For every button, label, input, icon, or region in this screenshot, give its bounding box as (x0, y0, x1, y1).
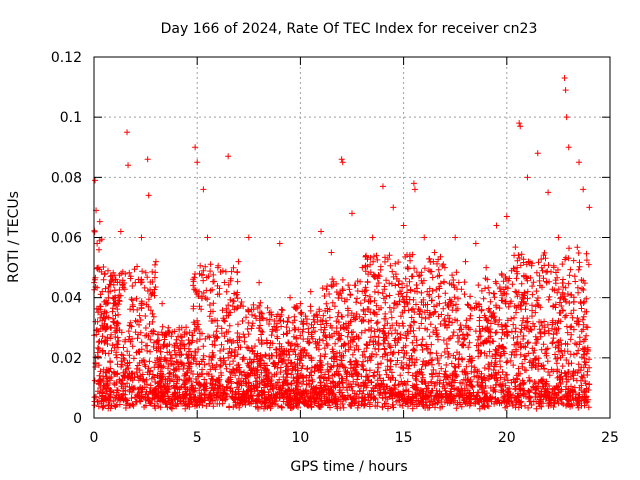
data-point (400, 222, 407, 229)
data-point (411, 186, 418, 193)
data-point (390, 204, 397, 211)
y-tick-label: 0.06 (51, 231, 82, 247)
data-point (111, 294, 118, 301)
x-axis-label: GPS time / hours (290, 459, 407, 475)
y-tick-label: 0.02 (51, 351, 82, 367)
data-point (256, 279, 263, 286)
data-point (472, 240, 479, 247)
data-point (124, 129, 131, 136)
data-point (421, 234, 428, 241)
data-point (452, 234, 459, 241)
data-point (534, 150, 541, 157)
data-point (441, 264, 448, 271)
data-point (144, 156, 151, 163)
data-point (92, 177, 99, 184)
data-point (503, 213, 510, 220)
y-tick-label: 0 (73, 411, 82, 427)
data-point (287, 294, 294, 301)
y-tick-label: 0.04 (51, 291, 82, 307)
x-tick-label: 15 (395, 430, 413, 446)
data-point (297, 300, 304, 307)
data-point (183, 330, 190, 337)
data-point (349, 210, 355, 217)
data-point (563, 114, 570, 121)
data-point (586, 204, 593, 211)
y-axis-label: ROTI / TECUs (6, 191, 22, 283)
data-point (276, 240, 283, 247)
data-point (483, 264, 490, 271)
data-point (555, 234, 562, 241)
x-tick-label: 20 (498, 430, 516, 446)
axis-ticks: 0 5 10 15 20 25 0 0.02 0.04 0.06 0.08 0.1 0.12 (51, 50, 619, 446)
y-tick-label: 0.08 (51, 170, 82, 186)
x-tick-label: 25 (601, 430, 619, 446)
data-point (561, 75, 568, 82)
data-point (194, 159, 201, 166)
data-point (338, 156, 345, 163)
data-point (516, 120, 523, 127)
data-point (159, 300, 166, 307)
data-point (192, 144, 199, 151)
roti-samples-band (91, 218, 593, 412)
data-point (369, 234, 376, 241)
data-point (318, 228, 325, 235)
data-point (462, 258, 469, 265)
data-point (138, 234, 145, 241)
data-point (545, 189, 552, 196)
data-point (245, 234, 252, 241)
y-tick-label: 0.1 (60, 110, 82, 126)
x-tick-label: 10 (291, 430, 309, 446)
data-point (165, 324, 172, 331)
data-point (359, 264, 366, 271)
data-point (132, 279, 139, 286)
data-point (410, 180, 417, 187)
data-point (524, 174, 531, 181)
data-point (214, 264, 221, 271)
data-point (95, 264, 102, 271)
data-point (580, 186, 587, 193)
data-point (576, 159, 583, 166)
data-point (431, 249, 438, 256)
data-points (91, 75, 593, 412)
data-point (145, 192, 152, 199)
data-point (225, 153, 232, 160)
data-point (307, 288, 314, 295)
data-point (101, 339, 108, 346)
y-tick-label: 0.12 (51, 50, 82, 66)
data-point (266, 309, 273, 316)
data-point (117, 228, 124, 235)
data-point (94, 240, 101, 247)
data-point (97, 306, 104, 313)
data-point (125, 162, 132, 169)
data-point (514, 264, 521, 271)
data-point (107, 324, 114, 331)
data-point (204, 234, 211, 241)
data-point (493, 222, 500, 229)
data-point (152, 258, 159, 265)
data-point (562, 87, 569, 94)
data-point (235, 258, 242, 265)
data-point (173, 336, 180, 343)
data-point (565, 144, 572, 151)
data-point (339, 159, 346, 166)
x-tick-label: 0 (90, 430, 99, 446)
data-point (517, 123, 524, 130)
chart-title: Day 166 of 2024, Rate Of TEC Index for r… (161, 21, 538, 37)
data-point (379, 183, 386, 190)
data-point (200, 186, 207, 193)
data-point (328, 249, 335, 256)
x-tick-label: 5 (193, 430, 202, 446)
